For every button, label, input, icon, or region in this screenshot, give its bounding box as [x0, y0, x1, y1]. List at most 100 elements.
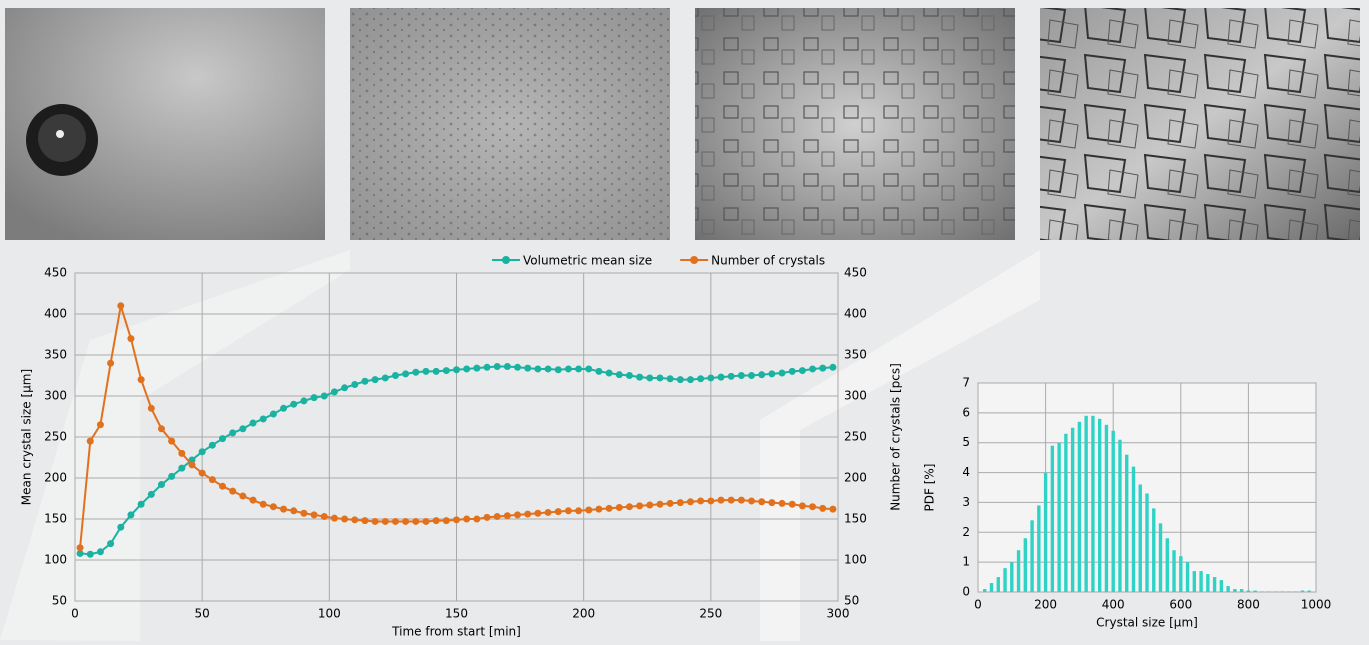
data-point — [616, 504, 623, 511]
data-point — [311, 511, 318, 518]
bar — [1010, 562, 1013, 592]
bar — [1132, 467, 1135, 592]
data-point — [453, 516, 460, 523]
bar — [1179, 556, 1182, 592]
data-point — [779, 500, 786, 507]
bar — [1051, 446, 1054, 592]
data-point — [626, 372, 633, 379]
x-tick-label: 50 — [195, 607, 210, 621]
bar — [1274, 591, 1277, 592]
x-tick-label: 200 — [572, 607, 595, 621]
data-point — [514, 364, 521, 371]
bar — [1287, 591, 1290, 592]
data-point — [250, 420, 257, 427]
bar — [1091, 416, 1094, 592]
data-point — [219, 483, 226, 490]
data-point — [667, 500, 674, 507]
bar — [1226, 586, 1229, 592]
data-point — [738, 497, 745, 504]
data-point — [606, 370, 613, 377]
data-point — [758, 371, 765, 378]
data-point — [158, 481, 165, 488]
micrograph-texture — [350, 8, 670, 240]
data-point — [636, 502, 643, 509]
x-tick-label: 0 — [974, 598, 982, 612]
data-point — [819, 365, 826, 372]
bar — [1037, 505, 1040, 592]
data-point — [484, 364, 491, 371]
data-point — [677, 499, 684, 506]
y2-tick-label: 300 — [844, 389, 867, 403]
bar — [1139, 485, 1142, 592]
bar — [1213, 577, 1216, 592]
data-point — [321, 513, 328, 520]
y-tick-label: 3 — [962, 495, 970, 509]
data-point — [87, 438, 94, 445]
y-tick-label: 250 — [44, 430, 67, 444]
x-axis-label: Crystal size [µm] — [1096, 616, 1198, 630]
bar — [1118, 440, 1121, 592]
data-point — [453, 366, 460, 373]
data-point — [341, 516, 348, 523]
data-point — [209, 442, 216, 449]
data-point — [382, 518, 389, 525]
data-point — [646, 374, 653, 381]
data-point — [148, 405, 155, 412]
bar — [1172, 550, 1175, 592]
data-point — [290, 401, 297, 408]
data-point — [504, 512, 511, 519]
data-point — [687, 376, 694, 383]
data-point — [239, 493, 246, 500]
bar — [1057, 443, 1060, 592]
data-point — [463, 516, 470, 523]
x-tick-label: 100 — [318, 607, 341, 621]
y-tick-label: 2 — [962, 525, 970, 539]
data-point — [300, 397, 307, 404]
data-point — [484, 514, 491, 521]
data-point — [809, 365, 816, 372]
bar — [1308, 591, 1311, 592]
data-point — [97, 421, 104, 428]
data-point — [707, 497, 714, 504]
x-tick-label: 300 — [827, 607, 850, 621]
y-tick-label: 300 — [44, 389, 67, 403]
data-point — [77, 544, 84, 551]
bar — [1281, 591, 1284, 592]
bar — [1105, 425, 1108, 592]
micrograph-texture — [695, 8, 1015, 240]
x-tick-label: 200 — [1034, 598, 1057, 612]
bar — [1233, 589, 1236, 592]
data-point — [494, 513, 501, 520]
bar — [1078, 422, 1081, 592]
data-point — [718, 374, 725, 381]
data-point — [534, 365, 541, 372]
y-tick-label: 7 — [962, 376, 970, 390]
data-point — [555, 508, 562, 515]
bar — [1030, 520, 1033, 592]
data-point — [585, 365, 592, 372]
bar — [990, 583, 993, 592]
legend-marker — [690, 256, 698, 264]
data-point — [331, 388, 338, 395]
bar — [1294, 591, 1297, 592]
data-point — [148, 491, 155, 498]
y2-axis-label: Number of crystals [pcs] — [889, 363, 903, 511]
x-tick-label: 0 — [71, 607, 79, 621]
data-point — [422, 518, 429, 525]
data-point — [199, 470, 206, 477]
data-point — [351, 516, 358, 523]
y2-tick-label: 400 — [844, 307, 867, 321]
bar — [1240, 589, 1243, 592]
data-point — [687, 498, 694, 505]
bar — [1186, 562, 1189, 592]
data-point — [433, 368, 440, 375]
data-point — [473, 365, 480, 372]
data-point — [361, 517, 368, 524]
bar — [1084, 416, 1087, 592]
y-axis-label: PDF [%] — [923, 464, 937, 512]
data-point — [107, 540, 114, 547]
data-point — [585, 506, 592, 513]
bar — [1267, 591, 1270, 592]
y-tick-label: 50 — [52, 594, 67, 608]
data-point — [565, 365, 572, 372]
